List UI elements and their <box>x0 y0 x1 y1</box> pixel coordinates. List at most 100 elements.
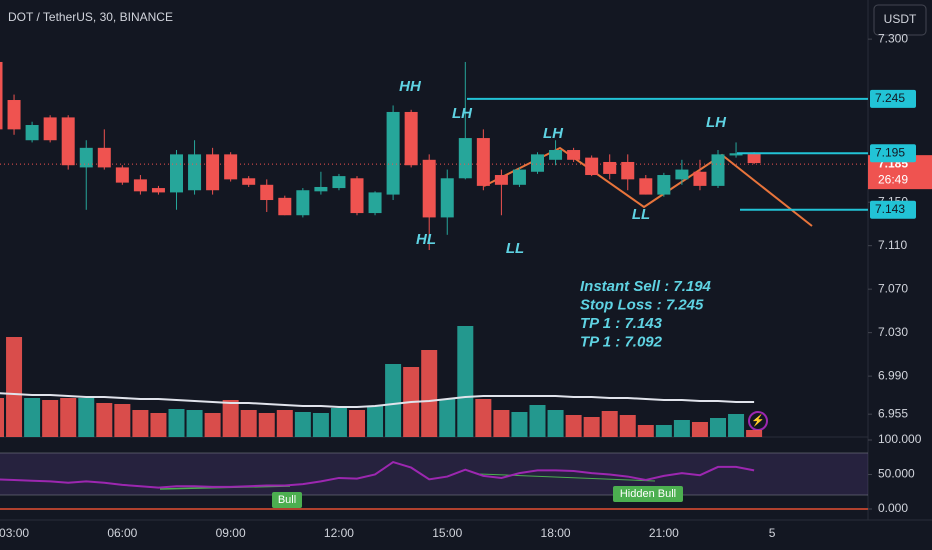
candle-body <box>729 153 743 156</box>
volume-bar <box>6 337 23 437</box>
y-tick-label: 7.070 <box>878 281 908 295</box>
volume-bar <box>42 400 59 437</box>
signal-tag <box>613 486 683 502</box>
currency-button[interactable] <box>873 4 927 36</box>
candle-body <box>224 154 238 180</box>
candle-body <box>242 178 256 185</box>
volume-bar <box>150 413 167 437</box>
volume-bar <box>276 410 293 437</box>
candle-body <box>368 192 382 214</box>
candle-body <box>711 154 725 186</box>
candle-body <box>170 154 183 193</box>
currency[interactable]: USDT <box>884 12 917 26</box>
volume-bar <box>710 418 726 437</box>
candle-body <box>747 153 761 164</box>
candle-body <box>549 150 563 160</box>
signal-text: Stop Loss : 7.245 <box>580 296 704 313</box>
candle-body <box>0 61 3 130</box>
y-tick-label: 6.990 <box>878 368 908 382</box>
candle-body <box>639 178 653 195</box>
volume-bar <box>421 350 438 437</box>
candle-body <box>476 138 490 186</box>
x-tick-label: 21:00 <box>649 526 679 540</box>
level-label: 7.143 <box>875 202 905 216</box>
volume-bar <box>457 326 474 437</box>
volume-bar <box>60 398 77 437</box>
candle-body <box>188 154 202 191</box>
candle-body <box>603 161 617 174</box>
volume-bar <box>78 398 95 437</box>
volume-bar <box>0 398 4 437</box>
volume-bar <box>114 404 131 437</box>
x-tick-label: 09:00 <box>216 526 246 540</box>
candle-body <box>296 190 310 216</box>
signal-text: TP 1 : 7.092 <box>580 333 663 350</box>
volume-bar <box>746 430 763 437</box>
candle-body <box>61 117 75 166</box>
volume-bar <box>204 413 221 437</box>
volume-bar <box>475 399 492 437</box>
candle-body <box>332 176 346 189</box>
candle-body <box>7 100 21 130</box>
volume-bar <box>349 410 365 437</box>
alert-bolt: ⚡ <box>751 414 765 427</box>
level-tag <box>870 144 916 163</box>
volume-bar <box>186 410 203 437</box>
pattern-label: HL <box>416 231 436 248</box>
candle-body <box>151 188 165 193</box>
candle-body <box>115 167 129 183</box>
pattern-label: HH <box>399 78 422 95</box>
volume-bar <box>547 410 564 437</box>
rsi-signal: Bull <box>278 494 296 506</box>
volume-bar <box>601 411 618 437</box>
candle-body <box>422 159 436 218</box>
signal-text: TP 1 : 7.143 <box>580 315 663 332</box>
x-tick-label: 5 <box>769 526 776 540</box>
candle-body <box>512 169 526 185</box>
candle-body <box>260 184 274 201</box>
volume-bar <box>96 403 113 437</box>
volume-ma <box>0 392 755 408</box>
candle-body <box>278 197 292 216</box>
symbol: DOT / TetherUS, 30, BINANCE <box>8 10 173 24</box>
volume-bar <box>294 412 311 437</box>
candle-body <box>43 117 57 141</box>
candle-body <box>314 186 328 192</box>
volume-bar <box>222 400 239 437</box>
candle-body <box>567 150 581 160</box>
x-tick-label: 18:00 <box>541 526 571 540</box>
level-label: 7.245 <box>875 91 905 105</box>
volume-bar <box>728 414 745 437</box>
rsi-line <box>0 460 755 489</box>
x-tick-label: 12:00 <box>324 526 354 540</box>
candle-body <box>494 175 508 185</box>
volume-bar <box>673 420 690 437</box>
volume-bar <box>619 415 636 437</box>
volume-bar <box>132 410 149 437</box>
candle-body <box>693 171 707 186</box>
volume-bar <box>168 409 185 437</box>
y-tick-label: 7.110 <box>878 238 907 252</box>
pattern-label: LH <box>543 125 564 142</box>
candle-body <box>350 178 364 214</box>
candle-body <box>404 111 418 166</box>
volume-bar <box>493 410 510 437</box>
candle-body <box>621 161 635 180</box>
volume-bar <box>330 408 347 437</box>
candle-body <box>657 175 671 195</box>
candle-body <box>386 111 400 195</box>
level-label: 7.195 <box>875 145 905 159</box>
x-tick-label: 03:00 <box>0 526 29 540</box>
candle-body <box>97 147 111 168</box>
rsi-signal: Hidden Bull <box>620 488 676 500</box>
rsi-tick-label: 100.000 <box>878 432 922 446</box>
volume-bar <box>385 364 402 437</box>
candle-body <box>440 178 454 218</box>
x-tick-label: 15:00 <box>432 526 462 540</box>
candle-body <box>675 169 689 180</box>
y-tick-label: 6.955 <box>878 406 908 420</box>
volume-bar <box>655 425 672 437</box>
candle-body <box>585 157 599 176</box>
rsi-tick-label: 50.000 <box>878 467 915 481</box>
